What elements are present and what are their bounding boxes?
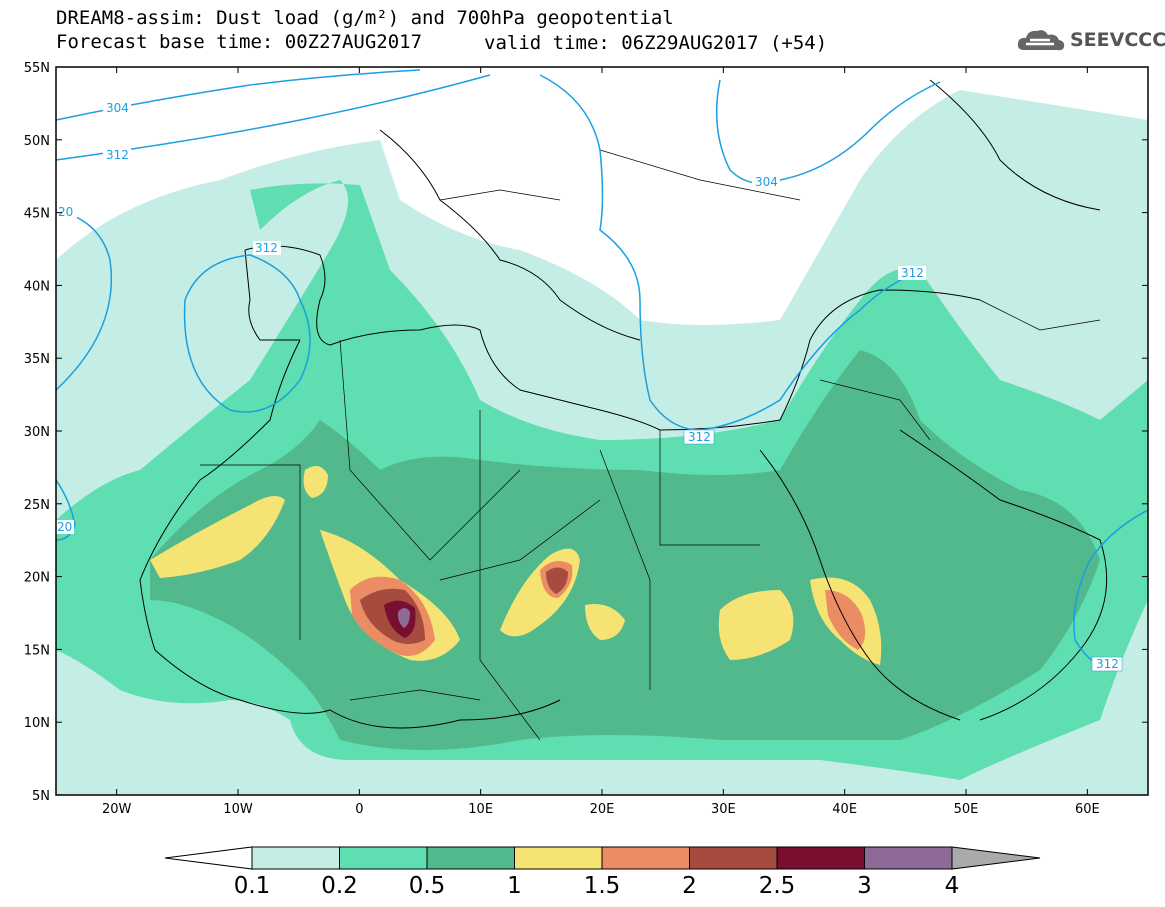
colorbar-segment — [514, 846, 603, 870]
colorbar-segment — [426, 846, 515, 870]
lat-tick-label: 50N — [24, 134, 50, 149]
longitude-axis: 20W 10W 0 10E 20E 30E 40E 50E 60E — [102, 67, 1100, 817]
colorbar-segment — [776, 846, 865, 870]
seevccc-logo: SEEVCCC — [1016, 26, 1165, 54]
colorbar-high-arrow — [951, 846, 1041, 870]
lon-tick-label: 20E — [590, 802, 615, 817]
colorbar-segment — [339, 846, 428, 870]
lon-tick-label: 30E — [711, 802, 736, 817]
colorbar-segment — [601, 846, 690, 870]
contour-label: 20 — [58, 205, 73, 219]
lon-tick-label: 0 — [355, 802, 363, 817]
lon-tick-label: 40E — [832, 802, 857, 817]
coastlines — [139, 79, 1108, 729]
lat-tick-label: 40N — [24, 279, 50, 294]
contour-label: 304 — [106, 101, 129, 115]
dust-yellow-region — [585, 604, 625, 640]
lon-tick-label: 10W — [223, 802, 253, 817]
dust-brown-region — [546, 567, 568, 594]
contour-labels: 304 312 20 312 304 312 312 20 312 — [56, 101, 1123, 672]
lat-tick-label: 25N — [24, 498, 50, 513]
dust-yellow-region — [150, 496, 285, 578]
lon-tick-label: 10E — [468, 802, 493, 817]
lon-tick-label: 20W — [102, 802, 132, 817]
colorbar-label: 0.2 — [321, 873, 358, 899]
colorbar-label: 4 — [945, 873, 960, 899]
cloud-icon — [1017, 30, 1065, 51]
colorbar-label: 3 — [857, 873, 872, 899]
colorbar-segment — [864, 846, 953, 870]
contour-label: 312 — [255, 241, 278, 255]
colorbar-label: 2.5 — [759, 873, 796, 899]
dust-purple-region — [397, 608, 410, 628]
contour-label: 312 — [901, 266, 924, 280]
lat-tick-label: 55N — [24, 61, 50, 76]
colorbar: 0.1 0.2 0.5 1 1.5 2 2.5 3 4 — [164, 846, 1041, 899]
valid-time: valid time: 06Z29AUG2017 (+54) — [484, 32, 828, 54]
contour-label: 312 — [688, 430, 711, 444]
colorbar-segment — [251, 846, 340, 870]
lon-tick-label: 60E — [1075, 802, 1100, 817]
colorbar-label: 0.1 — [234, 873, 271, 899]
colorbar-label: 2 — [682, 873, 697, 899]
lat-tick-label: 5N — [32, 789, 50, 804]
logo-text: SEEVCCC — [1070, 29, 1165, 51]
dust-yellow-region — [718, 590, 794, 660]
latitude-axis: 55N 50N 45N 40N 35N 30N 25N 20N 15N 10N 5N — [24, 61, 1148, 804]
lat-tick-label: 10N — [24, 716, 50, 731]
colorbar-label: 0.5 — [409, 873, 446, 899]
country-borders — [200, 149, 1101, 741]
lat-tick-label: 15N — [24, 643, 50, 658]
colorbar-segment — [689, 846, 778, 870]
lat-tick-label: 20N — [24, 571, 50, 586]
contour-label: 312 — [1096, 657, 1119, 671]
lat-tick-label: 35N — [24, 352, 50, 367]
dust-yellow-region — [303, 466, 328, 498]
colorbar-low-arrow — [164, 846, 253, 870]
contour-label: 20 — [57, 520, 72, 534]
colorbar-label: 1.5 — [584, 873, 621, 899]
map-title: DREAM8-assim: Dust load (g/m²) and 700hP… — [56, 7, 674, 29]
colorbar-label: 1 — [507, 873, 522, 899]
lat-tick-label: 30N — [24, 425, 50, 440]
contour-label: 304 — [755, 175, 778, 189]
contour-label: 312 — [106, 148, 129, 162]
forecast-base-time: Forecast base time: 00Z27AUG2017 — [56, 31, 423, 53]
lon-tick-label: 50E — [954, 802, 979, 817]
lat-tick-label: 45N — [24, 207, 50, 222]
